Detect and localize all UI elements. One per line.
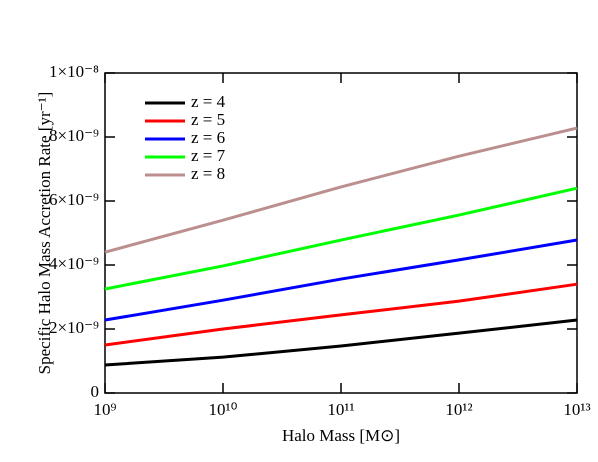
y-tick-label: 4×10⁻⁹ (49, 254, 99, 273)
x-tick-label: 10¹⁰ (209, 400, 238, 419)
y-tick-label: 8×10⁻⁹ (49, 126, 99, 145)
legend-label: z = 6 (191, 128, 225, 147)
y-tick-label: 6×10⁻⁹ (49, 190, 99, 209)
x-tick-label: 10⁹ (94, 400, 117, 419)
y-tick-label: 0 (91, 382, 100, 401)
series-line (104, 126, 578, 254)
legend-label: z = 8 (191, 164, 225, 183)
x-axis-label: Halo Mass [M⊙] (282, 426, 400, 445)
legend-label: z = 7 (191, 146, 226, 165)
y-axis-label: Specific Halo Mass Accretion Rate [yr⁻¹] (35, 92, 54, 375)
series-line (104, 238, 578, 322)
series-line (104, 318, 578, 367)
series-line (104, 186, 578, 291)
x-tick-label: 10¹¹ (327, 400, 354, 419)
legend-label: z = 5 (191, 110, 225, 129)
series-line (104, 282, 578, 347)
x-tick-label: 10¹² (445, 400, 472, 419)
y-tick-label: 1×10⁻⁸ (49, 62, 99, 81)
x-tick-label: 10¹³ (563, 400, 590, 419)
y-tick-label: 2×10⁻⁹ (49, 318, 99, 337)
legend-label: z = 4 (191, 92, 226, 111)
